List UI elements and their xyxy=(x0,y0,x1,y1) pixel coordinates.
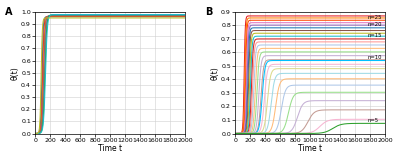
Text: n=10: n=10 xyxy=(367,55,382,60)
Text: n=5: n=5 xyxy=(367,118,378,123)
X-axis label: Time t: Time t xyxy=(98,144,122,153)
Y-axis label: θ(t): θ(t) xyxy=(11,66,20,80)
Text: n=25: n=25 xyxy=(367,15,382,20)
X-axis label: Time t: Time t xyxy=(298,144,322,153)
Y-axis label: θ(t): θ(t) xyxy=(211,66,220,80)
Text: n=15: n=15 xyxy=(367,33,382,38)
Text: A: A xyxy=(5,7,13,17)
Text: B: B xyxy=(205,7,212,17)
Text: n=20: n=20 xyxy=(367,22,382,27)
